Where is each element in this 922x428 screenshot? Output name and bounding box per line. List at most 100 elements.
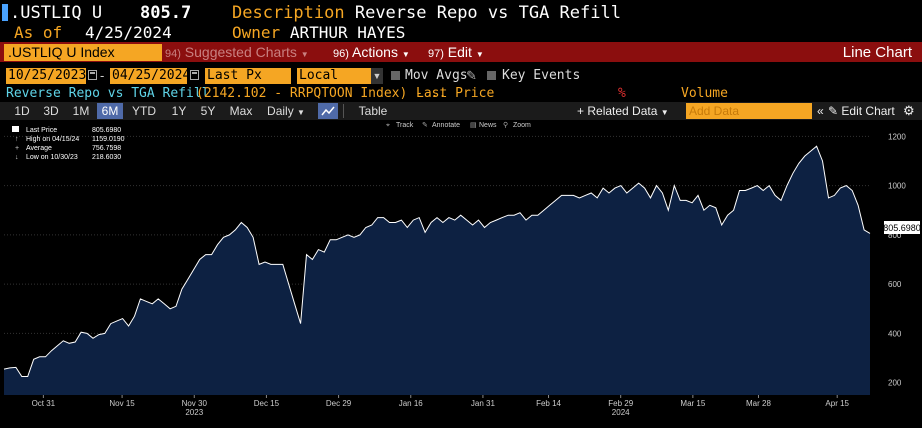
chevron-down-icon: ▼ [401, 50, 410, 59]
edit-label: Edit [447, 44, 472, 60]
track-icon[interactable]: ⌖ [386, 122, 390, 129]
y-tick-label: 1200 [888, 132, 906, 141]
gear-icon[interactable]: ⚙ [903, 103, 915, 118]
period-button-1d[interactable]: 1D [14, 104, 30, 118]
period-button-6m[interactable]: 6M [97, 103, 123, 119]
stat-avg-value: 756.7598 [92, 145, 121, 152]
add-data-input[interactable]: Add Data [686, 103, 812, 119]
x-tick-label: Nov 15 [109, 399, 135, 408]
key-events-label[interactable]: Key Events [502, 68, 581, 83]
chart-tools[interactable]: ⌖ Track ✎ Annotate ▤ News ⚲ Zoom [386, 121, 531, 129]
x-tick-label: Feb 29 [608, 399, 633, 408]
chevron-down-icon: ▼ [660, 108, 669, 117]
x-tick-label: Dec 29 [326, 399, 352, 408]
x-tick-label: Oct 31 [32, 399, 56, 408]
end-date-input[interactable]: 04/25/2024 [110, 68, 191, 84]
actions-menu[interactable]: 96) Actions ▼ [333, 44, 410, 61]
actions-number: 96) [333, 48, 349, 60]
chart-type-label[interactable]: Line Chart [842, 44, 912, 61]
zoom-icon[interactable]: ⚲ [503, 121, 508, 129]
period-button-1y[interactable]: 1Y [171, 104, 187, 118]
chevron-down-icon[interactable]: ▼ [371, 68, 383, 84]
asof-label: As of [14, 23, 63, 42]
x-tick-label: Feb 14 [536, 399, 561, 408]
stat-avg-label: Average [26, 145, 52, 152]
mov-avgs-checkbox[interactable] [391, 71, 400, 80]
news-icon[interactable]: ▤ [470, 122, 477, 129]
pencil-icon[interactable]: ✎ [466, 68, 477, 83]
period-button-3d[interactable]: 3D [43, 104, 59, 118]
owner: Owner ARTHUR HAYES [232, 23, 405, 42]
mov-avgs-label[interactable]: Mov Avgs [405, 68, 468, 83]
table-button[interactable]: Table [358, 104, 388, 118]
last-value-badge: 805.6980 [883, 221, 921, 234]
last-price-swatch [12, 126, 19, 132]
legend-series-name: Reverse Repo vs TGA Refill [6, 86, 210, 101]
chevron-down-icon: ▼ [300, 50, 309, 59]
period-button-5y[interactable]: 5Y [200, 104, 216, 118]
stats-box: Last Price 805.6980 ↑ High on 04/15/24 1… [12, 126, 125, 161]
edit-number: 97) [428, 48, 444, 60]
annotate-tool[interactable]: Annotate [432, 122, 460, 129]
period-button-1m[interactable]: 1M [72, 104, 90, 118]
period-button-max[interactable]: Max [229, 104, 253, 118]
edit-chart-button[interactable]: ✎ Edit Chart [828, 103, 895, 119]
chevron-down-icon: ▼ [475, 50, 484, 59]
actions-label: Actions [352, 44, 398, 60]
start-date-input[interactable]: 10/25/2023 [6, 68, 87, 84]
header-row-2: As of 4/25/2024 Owner ARTHUR HAYES [0, 22, 922, 42]
period-button-ytd[interactable]: YTD [132, 104, 156, 118]
collapse-icon[interactable]: « [817, 104, 824, 118]
date-range-dash: - [100, 68, 105, 83]
ticker[interactable]: .USTLIQ U [10, 3, 103, 23]
y-tick-label: 400 [888, 329, 902, 338]
plus-icon: + [577, 104, 585, 118]
stat-last-value: 805.6980 [92, 127, 121, 134]
edit-menu[interactable]: 97) Edit ▼ [428, 44, 484, 61]
related-data-button[interactable]: + Related Data ▼ [577, 103, 669, 119]
news-tool[interactable]: News [479, 122, 497, 129]
x-tick-label: Dec 15 [254, 399, 280, 408]
suggested-charts-label: Suggested Charts [184, 44, 297, 60]
legend-field: Last Price [416, 86, 495, 101]
description-value: Reverse Repo vs TGA Refill [354, 3, 621, 23]
stat-low-label: Low on 10/30/23 [26, 154, 78, 161]
x-year-label: 2024 [612, 408, 630, 417]
asof-date: 4/25/2024 [85, 23, 172, 42]
frequency-label: Daily [267, 104, 294, 118]
description: Description Reverse Repo vs TGA Refill [232, 3, 621, 23]
last-value-box [884, 221, 920, 234]
legend-volume: Volume [681, 86, 728, 101]
series-area [4, 146, 870, 395]
security-field[interactable]: .USTLIQ U Index [4, 44, 162, 61]
y-tick-label: 800 [888, 231, 902, 240]
related-data-label: Related Data [587, 104, 658, 118]
x-tick-label: Mar 15 [680, 399, 705, 408]
owner-value: ARTHUR HAYES [289, 23, 406, 42]
description-label: Description [232, 3, 345, 23]
calendar-icon[interactable] [190, 70, 199, 80]
suggested-charts-menu[interactable]: 94) Suggested Charts ▼ [165, 44, 309, 61]
period-toolbar: 1D 3D 1M 6M YTD 1Y 5Y Max Daily ▼ Table + Relat… [0, 102, 922, 120]
chart-area[interactable]: 200 400 600 800 1000 1200 Oct 31 Nov 15 Nov 30 2… [0, 120, 922, 423]
x-tick-label: Mar 28 [746, 399, 771, 408]
y-axis: 200 400 600 800 1000 1200 [888, 132, 906, 387]
legend-row: Reverse Repo vs TGA Refill (2142.102 - R… [0, 86, 922, 102]
track-tool[interactable]: Track [396, 122, 414, 129]
field-select[interactable]: Last Px [205, 68, 291, 84]
legend-source: (2142.102 - RRPQTOON Index) - .. [196, 86, 447, 101]
x-tick-label: Apr 15 [825, 399, 849, 408]
line-chart-icon[interactable] [318, 103, 338, 119]
annotate-icon[interactable]: ✎ [422, 122, 428, 129]
suggested-charts-number: 94) [165, 48, 181, 60]
stat-high-icon: ↑ [15, 136, 19, 143]
last-value-label: 805.6980 [883, 223, 921, 233]
last-price: 805.7 [140, 3, 192, 23]
currency-select[interactable]: Local CCY [297, 68, 371, 99]
calendar-icon[interactable] [88, 70, 97, 80]
frequency-select[interactable]: Daily ▼ [262, 103, 310, 119]
zoom-tool[interactable]: Zoom [513, 122, 531, 129]
key-events-checkbox[interactable] [487, 71, 496, 80]
owner-label: Owner [232, 23, 281, 42]
